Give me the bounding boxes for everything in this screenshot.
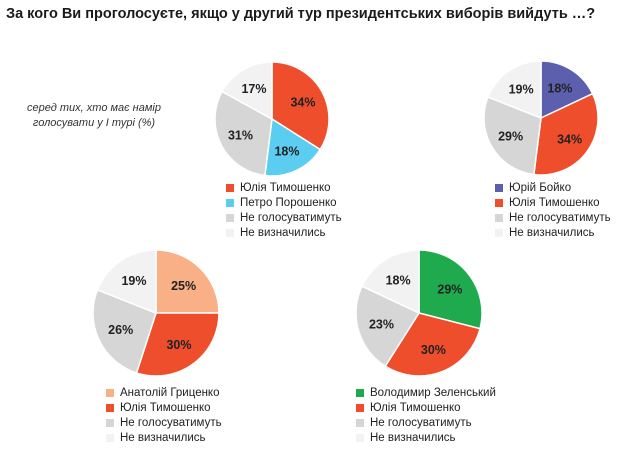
pie-1-slice-2: [264, 117, 322, 177]
pie-1-value-label-4: 17%: [241, 82, 266, 96]
pie-3-slice-4: [96, 249, 157, 315]
legend-label: Юлія Тимошенко: [120, 401, 211, 414]
legend-item: Юлія Тимошенко: [106, 400, 222, 415]
pie-2-slice-4: [487, 60, 542, 120]
legend-swatch: [226, 183, 234, 192]
note-line-2: голосувати у І турі (%): [32, 117, 156, 129]
pie-4-slice-2: [384, 312, 481, 377]
pie-4-slice-4: [361, 249, 420, 315]
legend-pie-3: Анатолій Гриценко Юлія Тимошенко Не голосу…: [106, 385, 222, 445]
pie-2-value-label-3: 29%: [498, 130, 523, 144]
pie-3-value-label-4: 19%: [121, 274, 146, 288]
chart-note: серед тих, хто має намір голосувати у І …: [6, 101, 182, 131]
legend-label: Юлія Тимошенко: [240, 181, 331, 194]
legend-swatch: [106, 388, 114, 397]
legend-label: Не визначились: [240, 226, 326, 239]
pie-3-value-label-2: 30%: [166, 338, 191, 352]
pie-4-value-label-3: 23%: [369, 317, 394, 331]
legend-swatch: [495, 213, 503, 222]
legend-swatch: [106, 403, 114, 412]
legend-item: Не голосуватимуть: [106, 415, 222, 430]
legend-item: Юлія Тимошенко: [226, 180, 342, 195]
pie-3-slice-1: [155, 249, 220, 314]
pie-3-slice-3: [92, 288, 157, 374]
legend-swatch: [226, 213, 234, 222]
pie-3-slice-2: [135, 312, 220, 377]
pie-4-value-label-2: 30%: [421, 343, 446, 357]
pie-2-value-label-1: 18%: [547, 82, 572, 96]
pie-4-slice-1: [418, 249, 483, 330]
page-title: За кого Ви проголосуєте, якщо у другий т…: [6, 6, 596, 22]
pie-1-slice-4: [221, 61, 273, 121]
legend-label: Анатолій Гриценко: [120, 386, 220, 399]
pie-4-value-label-4: 18%: [386, 274, 411, 288]
legend-label: Петро Порошенко: [240, 196, 337, 209]
legend-label: Володимир Зеленський: [370, 386, 496, 399]
legend-item: Юрій Бойко: [495, 180, 611, 195]
pie-3-value-label-1: 25%: [171, 279, 196, 293]
legend-item: Петро Порошенко: [226, 195, 342, 210]
legend-item: Володимир Зеленський: [356, 385, 496, 400]
legend-swatch: [226, 228, 234, 237]
legend-label: Не голосуватимуть: [509, 211, 611, 224]
legend-label: Не визначились: [370, 431, 456, 444]
legend-label: Юрій Бойко: [509, 181, 572, 194]
pie-3-value-label-3: 26%: [108, 323, 133, 337]
pie-1: 34% 18% 31% 17%: [214, 61, 330, 177]
pie-3: 25% 30% 26% 19%: [92, 249, 220, 377]
legend-item: Не визначились: [226, 225, 342, 240]
legend-pie-4: Володимир Зеленський Юлія Тимошенко Не гол…: [356, 385, 496, 445]
pie-2-slice-3: [483, 96, 542, 176]
note-line-1: серед тих, хто має намір: [27, 102, 161, 114]
legend-item: Не визначились: [106, 430, 222, 445]
pie-1-value-label-3: 31%: [228, 129, 253, 143]
legend-item: Юлія Тимошенко: [495, 195, 611, 210]
legend-label: Юлія Тимошенко: [509, 196, 600, 209]
pie-1-slice-3: [214, 90, 273, 177]
legend-label: Юлія Тимошенко: [370, 401, 461, 414]
pie-4-value-label-1: 29%: [437, 283, 462, 297]
legend-item: Не голосуватимуть: [226, 210, 342, 225]
legend-item: Не визначились: [356, 430, 496, 445]
legend-swatch: [106, 433, 114, 442]
legend-item: Анатолій Гриценко: [106, 385, 222, 400]
pie-1-value-label-1: 34%: [290, 96, 315, 110]
legend-label: Не визначились: [120, 431, 206, 444]
pie-2-slice-1: [540, 60, 594, 120]
legend-pie-2: Юрій Бойко Юлія Тимошенко Не голосуватимут…: [495, 180, 611, 240]
legend-item: Не визначились: [495, 225, 611, 240]
pie-2-value-label-4: 19%: [509, 82, 534, 96]
legend-swatch: [495, 228, 503, 237]
legend-label: Не голосуватимуть: [120, 416, 222, 429]
pie-2-slice-2: [533, 92, 599, 176]
legend-item: Не голосуватимуть: [495, 210, 611, 225]
legend-swatch: [106, 418, 114, 427]
legend-label: Не голосуватимуть: [240, 211, 342, 224]
legend-swatch: [356, 403, 364, 412]
legend-label: Не голосуватимуть: [370, 416, 472, 429]
legend-item: Юлія Тимошенко: [356, 400, 496, 415]
legend-pie-1: Юлія Тимошенко Петро Порошенко Не голосува…: [226, 180, 342, 240]
pie-2-value-label-2: 34%: [557, 132, 582, 146]
legend-label: Не визначились: [509, 226, 595, 239]
legend-item: Не голосуватимуть: [356, 415, 496, 430]
legend-swatch: [356, 418, 364, 427]
legend-swatch: [226, 198, 234, 207]
pie-1-value-label-2: 18%: [274, 145, 299, 159]
legend-swatch: [356, 433, 364, 442]
pie-4: 29% 30% 23% 18%: [355, 249, 483, 377]
legend-swatch: [495, 183, 503, 192]
legend-swatch: [356, 388, 364, 397]
legend-swatch: [495, 198, 503, 207]
pie-2: 18% 34% 29% 19%: [483, 60, 599, 176]
